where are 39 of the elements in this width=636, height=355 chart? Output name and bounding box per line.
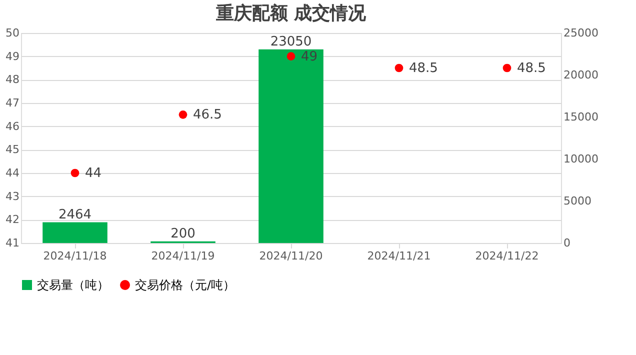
- y-tick-label: 42: [6, 213, 20, 226]
- y-tick-label: 50: [6, 26, 20, 40]
- x-tick-label: 2024/11/20: [259, 250, 323, 262]
- legend-label: 交易价格（元/吨）: [135, 278, 236, 292]
- point: [394, 64, 404, 72]
- y-tick-label: 48: [6, 73, 20, 86]
- x-tick-label: 2024/11/22: [475, 250, 539, 262]
- y-tick-label: 46: [6, 120, 20, 133]
- data-label: 44: [85, 166, 102, 181]
- data-label: 48.5: [409, 61, 438, 76]
- data-label: 2464: [58, 207, 92, 222]
- chart-title: 重庆配额 成交情况: [214, 3, 368, 24]
- y-tick-label: 47: [6, 96, 20, 110]
- legend-label: 交易量（吨）: [37, 278, 109, 292]
- y2-tick-label: 0: [564, 236, 570, 250]
- y2-tick-label: 20000: [564, 68, 598, 82]
- point: [70, 168, 80, 178]
- point: [178, 110, 188, 119]
- y-tick-label: 44: [6, 166, 20, 180]
- bar: [42, 222, 108, 243]
- y2-tick-label: 25000: [564, 26, 598, 40]
- y2-tick-label: 10000: [564, 152, 598, 166]
- x-tick-label: 2024/11/19: [151, 250, 215, 262]
- point: [502, 64, 512, 72]
- data-label: 23050: [270, 34, 312, 50]
- x-tick-label: 2024/11/21: [367, 250, 431, 262]
- data-label: 48.5: [517, 61, 546, 76]
- y-tick-label: 49: [6, 50, 20, 63]
- bar: [258, 49, 324, 243]
- y2-tick-label: 5000: [564, 194, 592, 208]
- x-tick-label: 2024/11/18: [43, 250, 107, 262]
- point: [286, 52, 296, 61]
- data-label: 46.5: [193, 108, 222, 123]
- y-tick-label: 43: [6, 190, 20, 203]
- y2-tick-label: 15000: [564, 110, 598, 124]
- y-tick-label: 45: [6, 143, 20, 156]
- data-label: 49: [301, 49, 318, 64]
- data-label: 200: [170, 226, 196, 242]
- y-tick-label: 41: [6, 236, 20, 250]
